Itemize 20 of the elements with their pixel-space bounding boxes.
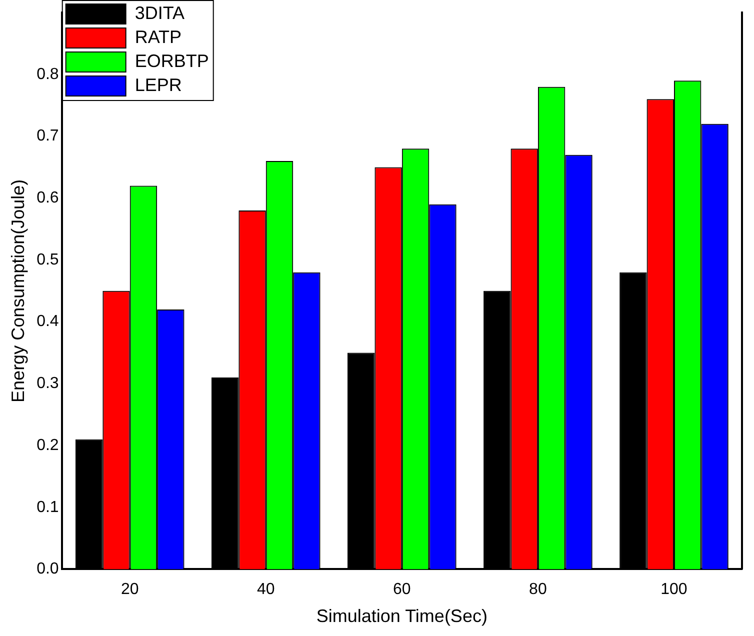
y-tick-label: 0.6 [36, 190, 59, 207]
y-tick-label: 0.0 [36, 560, 59, 578]
y-tick-label: 0.5 [36, 251, 59, 268]
y-tick-label: 0.8 [36, 66, 59, 83]
y-axis-title: Energy Consumption(Joule) [8, 179, 28, 402]
y-tick-label: 0.1 [36, 498, 59, 516]
y-tick-label: 0.7 [36, 128, 59, 145]
x-tick-label: 40 [256, 581, 275, 598]
legend-label: LEPR [134, 74, 182, 95]
x-tick-label: 80 [529, 581, 547, 598]
x-tick-label: 60 [393, 581, 411, 598]
x-tick-label: 20 [120, 581, 139, 598]
x-axis-title: Simulation Time(Sec) [316, 606, 488, 626]
x-tick-label: 100 [660, 581, 688, 598]
y-tick-label: 0.4 [36, 313, 59, 330]
legend-label: EORBTP [134, 50, 209, 71]
y-tick-label: 0.3 [36, 375, 59, 392]
legend-label: RATP [134, 26, 182, 47]
y-tick-label: 0.2 [36, 436, 59, 454]
legend-label: 3DITA [134, 2, 185, 23]
